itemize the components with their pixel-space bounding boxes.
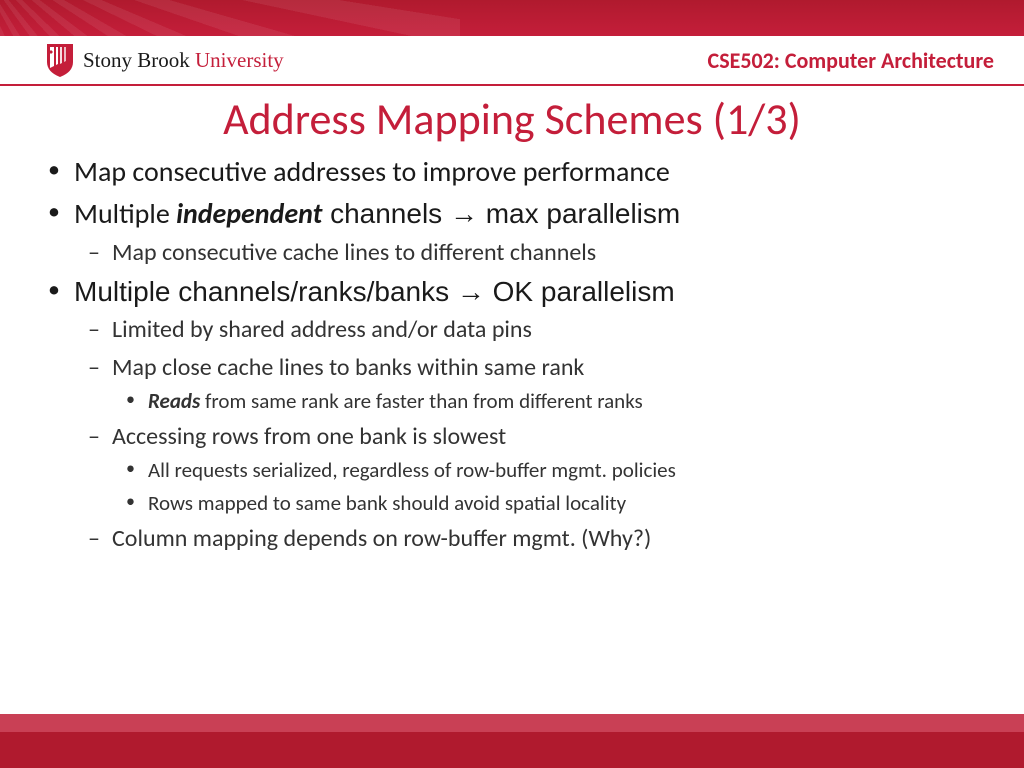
reads-em: Reads xyxy=(148,388,200,414)
bullet-3-sub-2-text: Map close cache lines to banks within sa… xyxy=(112,353,584,382)
bullet-3-sub-3-detail-2: Rows mapped to same bank should avoid sp… xyxy=(112,489,984,517)
bullet-2: Multiple independent channels → max para… xyxy=(40,196,984,268)
bullet-3-sub-3-text: Accessing rows from one bank is slowest xyxy=(112,422,506,451)
bullet-3-text: Multiple channels/ranks/banks → OK paral… xyxy=(74,276,675,307)
bullet-2-sub-1: Map consecutive cache lines to different… xyxy=(74,237,984,268)
bullet-3-sub-2: Map close cache lines to banks within sa… xyxy=(74,352,984,416)
bullet-3-sub-2-detail-1: Reads from same rank are faster than fro… xyxy=(112,387,984,415)
bullet-3-sub-3-detail-1: All requests serialized, regardless of r… xyxy=(112,456,984,484)
university-name-part2: University xyxy=(195,48,284,72)
university-logo-block: Stony Brook University xyxy=(45,42,284,78)
university-name-part1: Stony Brook xyxy=(83,48,190,72)
slide-content: Map consecutive addresses to improve per… xyxy=(0,146,1024,554)
header-row: Stony Brook University CSE502: Computer … xyxy=(0,36,1024,86)
university-name: Stony Brook University xyxy=(83,48,284,73)
bullet-2-pre: Multiple xyxy=(74,196,176,231)
bullet-2-post: channels → max parallelism xyxy=(322,198,680,229)
slide-title: Address Mapping Schemes (1/3) xyxy=(0,92,1024,146)
bullet-1-text: Map consecutive addresses to improve per… xyxy=(74,154,670,189)
bullet-3-sub-4: Column mapping depends on row-buffer mgm… xyxy=(74,523,984,554)
bullet-2-em: independent xyxy=(176,196,322,231)
bullet-3-sub-1: Limited by shared address and/or data pi… xyxy=(74,314,984,345)
header-decorative-band xyxy=(0,0,1024,36)
bullet-3: Multiple channels/ranks/banks → OK paral… xyxy=(40,274,984,554)
shield-icon xyxy=(45,42,75,78)
bullet-1: Map consecutive addresses to improve per… xyxy=(40,154,984,190)
course-label: CSE502: Computer Architecture xyxy=(708,47,994,74)
footer-decorative-band xyxy=(0,714,1024,768)
reads-post: from same rank are faster than from diff… xyxy=(200,388,643,414)
bullet-3-sub-3: Accessing rows from one bank is slowest … xyxy=(74,421,984,517)
